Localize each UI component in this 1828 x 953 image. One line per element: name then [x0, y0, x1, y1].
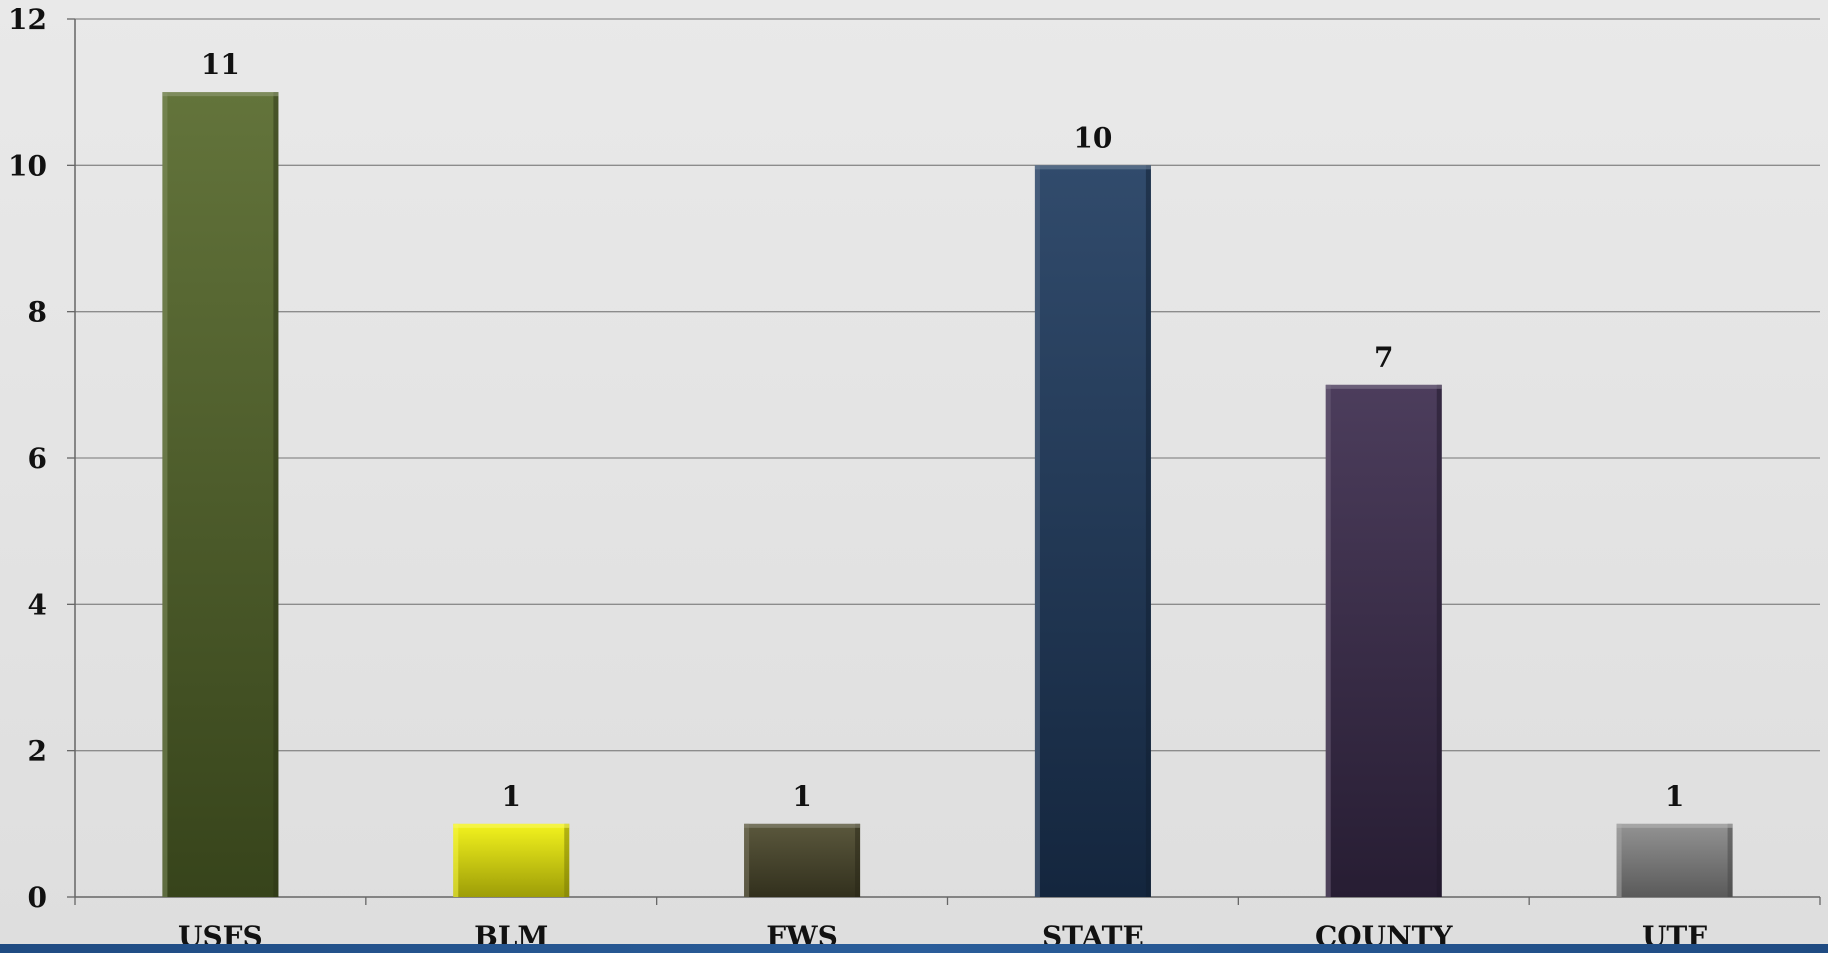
- bar-bevel: [162, 92, 279, 97]
- y-tick-label: 6: [28, 442, 47, 475]
- bar-bevel: [1034, 165, 1040, 898]
- bar-bevel: [744, 823, 861, 828]
- bar-bevel: [453, 823, 459, 897]
- bar-bevel: [744, 823, 750, 897]
- bar-bevel: [1145, 165, 1151, 898]
- bar-bevel: [1727, 823, 1733, 897]
- y-tick-label: 12: [8, 3, 47, 36]
- bar-bevel: [1436, 384, 1442, 897]
- bar-bevel: [273, 92, 279, 897]
- bar-bevel: [453, 823, 570, 828]
- bar-county: [1325, 384, 1442, 897]
- bars: [162, 92, 1733, 898]
- data-label: 1: [502, 780, 521, 813]
- y-tick-label: 0: [28, 881, 47, 914]
- bar-bevel: [1616, 823, 1733, 828]
- data-label: 1: [1665, 780, 1684, 813]
- bar-bevel: [855, 823, 861, 897]
- data-label: 1: [792, 780, 811, 813]
- axes: 0 2 4 6 8 10 12: [8, 3, 1821, 914]
- y-tick-label: 2: [28, 735, 47, 768]
- data-label: 10: [1073, 121, 1112, 154]
- bar-utf: [1616, 823, 1733, 897]
- bar-bevel: [1034, 165, 1151, 170]
- bar-usfs: [162, 92, 279, 897]
- data-label: 7: [1374, 341, 1393, 374]
- y-tick-label: 8: [28, 296, 47, 329]
- bar-fws: [744, 823, 861, 897]
- bar-bevel: [1325, 384, 1331, 897]
- bar-state: [1034, 165, 1151, 898]
- bar-bevel: [162, 92, 168, 897]
- bar-bevel: [1325, 384, 1442, 389]
- data-label: 11: [201, 48, 240, 81]
- y-tick-label: 4: [28, 588, 47, 621]
- slide-bottom-band: [0, 944, 1828, 953]
- y-tick-label: 10: [8, 149, 47, 182]
- bar-bevel: [564, 823, 570, 897]
- bar-blm: [453, 823, 570, 897]
- bar-bevel: [1616, 823, 1622, 897]
- gridlines: [75, 18, 1820, 752]
